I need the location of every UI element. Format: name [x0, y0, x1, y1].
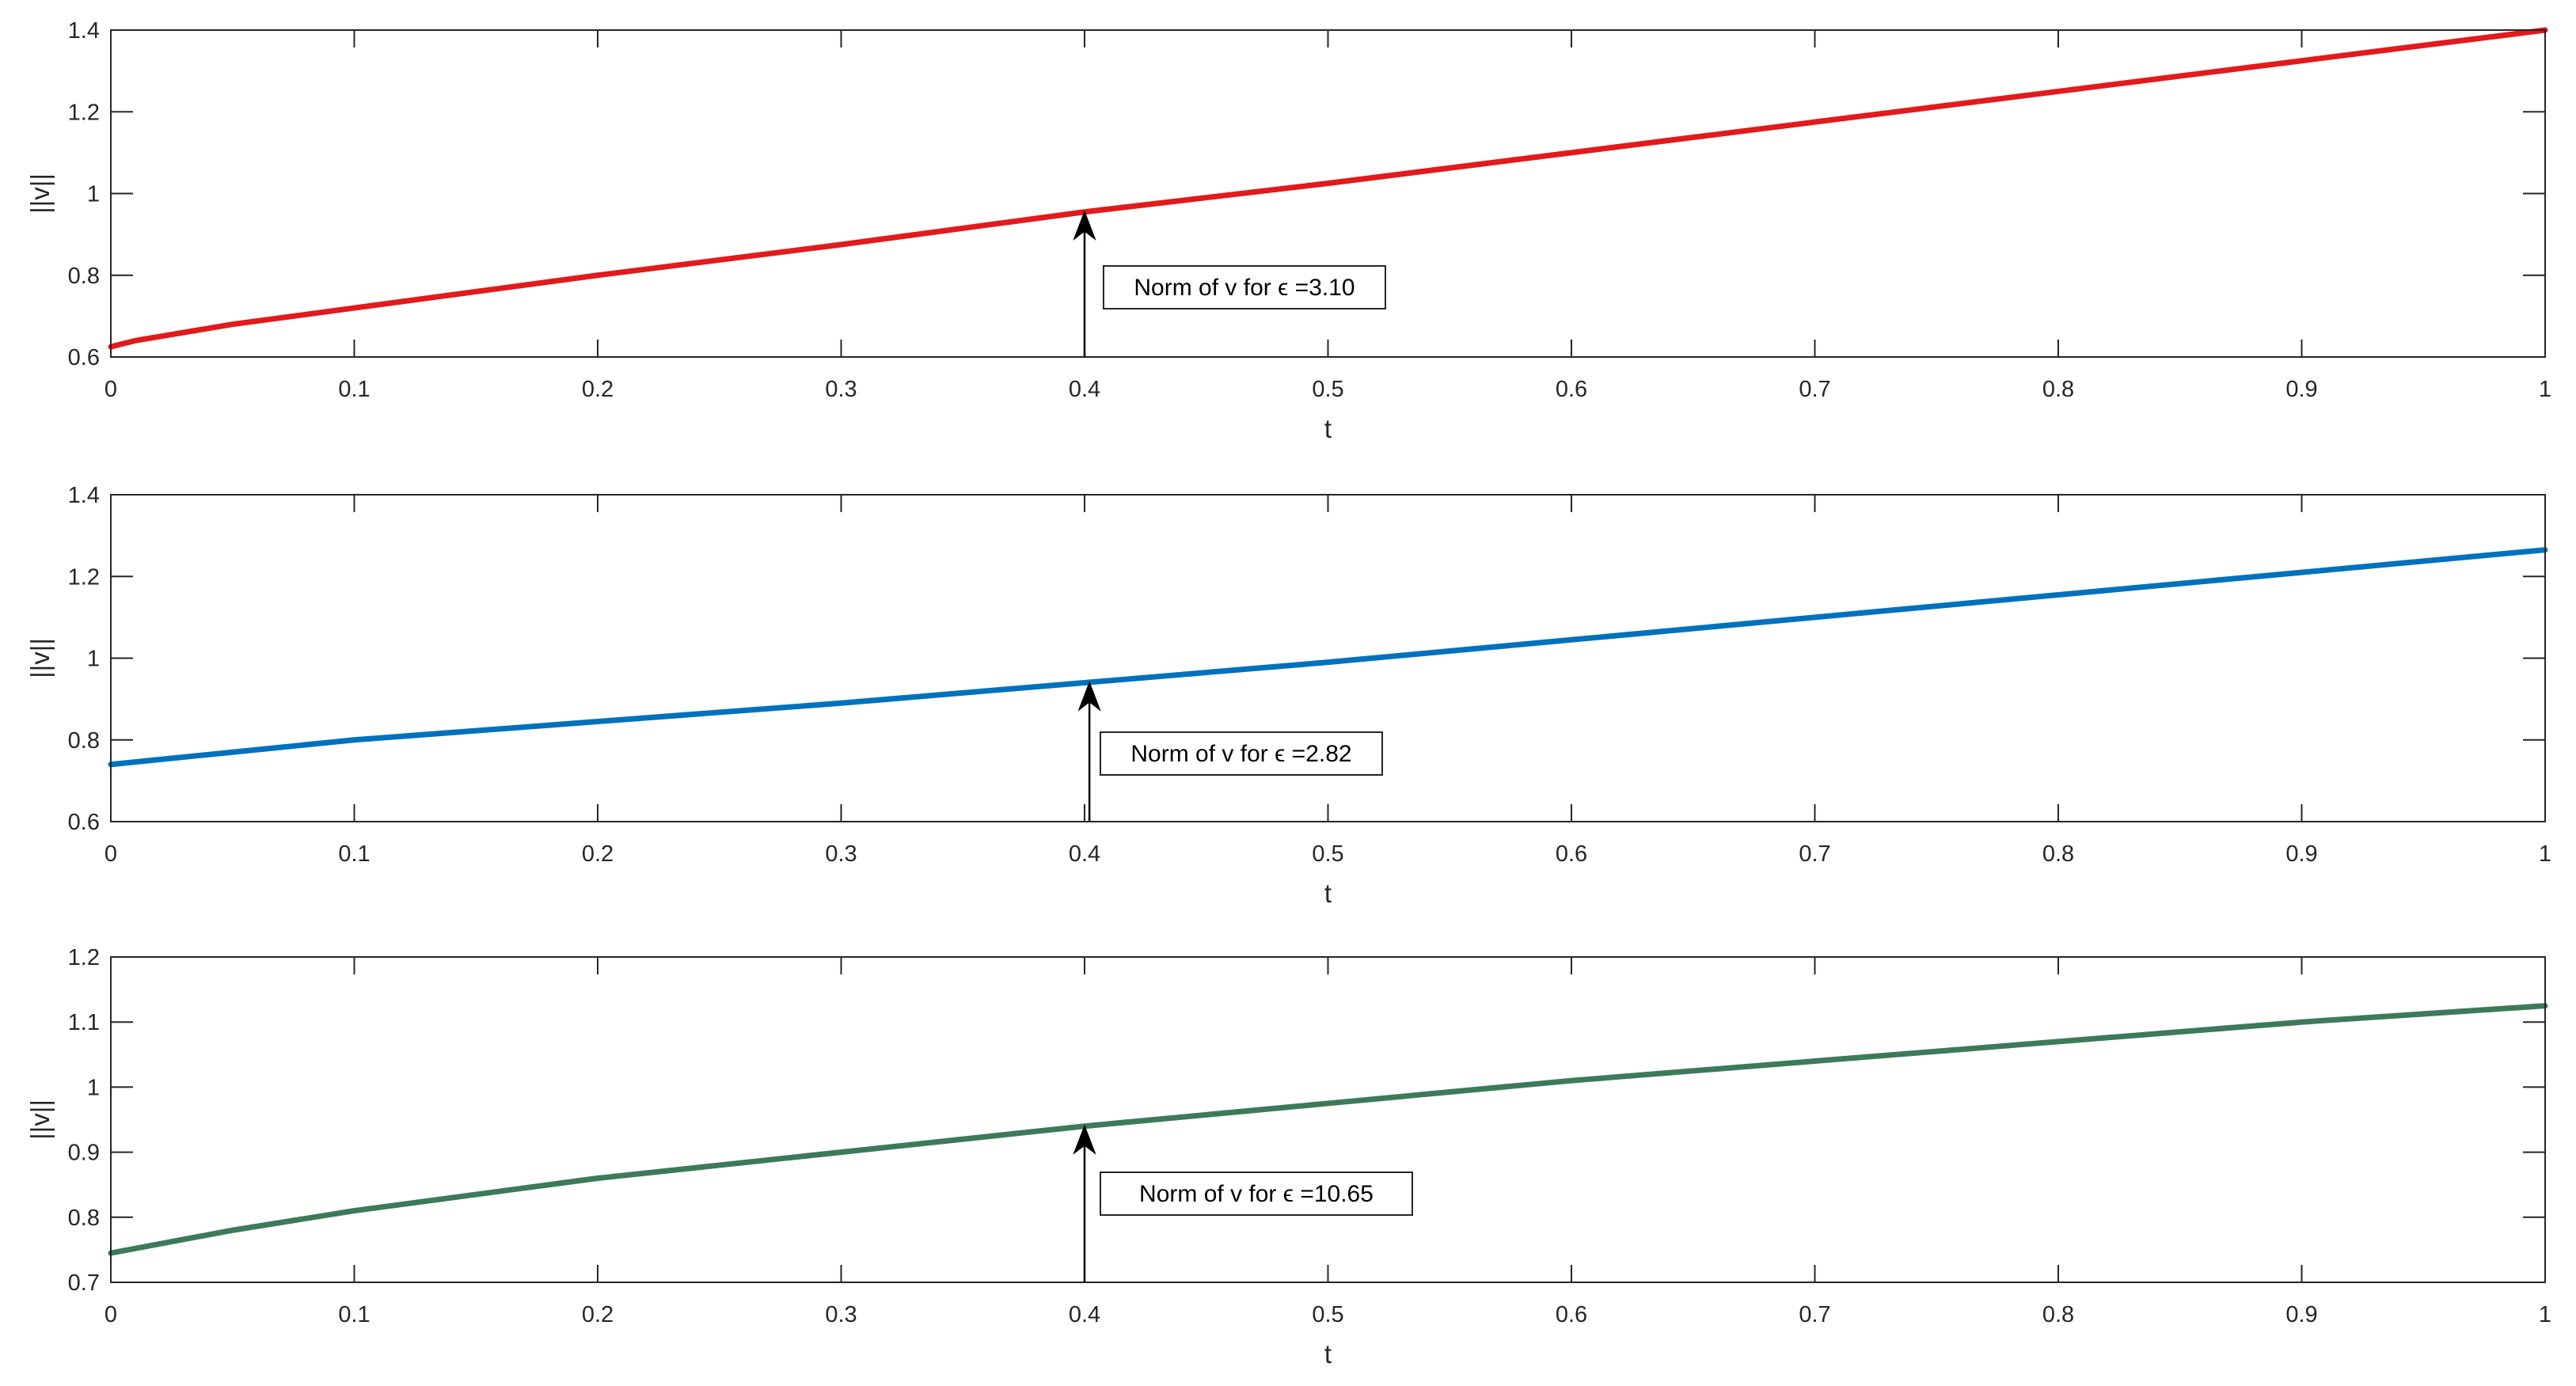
x-tick-label: 0.4 [1069, 841, 1100, 867]
annotation-box [1100, 1171, 1413, 1216]
y-tick-label: 0.9 [68, 1141, 100, 1166]
x-tick-label: 1 [2539, 841, 2551, 867]
x-tick-label: 0.1 [338, 1302, 370, 1327]
annotation-text: Norm of v for ϵ =3.10 [1134, 275, 1354, 301]
x-tick-label: 1 [2539, 1302, 2551, 1327]
y-tick-label: 0.8 [68, 1206, 100, 1231]
x-tick-label: 0.9 [2285, 377, 2317, 402]
x-tick-label: 0.9 [2285, 1302, 2317, 1327]
x-tick-label: 0.1 [338, 841, 370, 867]
annotation-arrow-head [1073, 210, 1096, 241]
x-tick-label: 0.3 [825, 841, 857, 867]
y-tick-label: 1 [87, 647, 100, 672]
x-tick-label: 0.8 [2042, 1302, 2074, 1327]
annotation-box [1100, 731, 1383, 776]
x-tick-label: 0.4 [1069, 1302, 1100, 1327]
y-tick-label: 0.8 [68, 728, 100, 754]
panel-3: 0 0.1 0.2 0.3 0.4 0.5 0.6 0.7 0.8 0.9 1 0.7 0.8 0.9 1 1… [25, 945, 2551, 1369]
y-tick-label: 1.2 [68, 100, 100, 125]
x-tick-label: 0.5 [1312, 841, 1343, 867]
y-tick-label: 0.8 [68, 264, 100, 289]
x-tick-label: 0.5 [1312, 1302, 1343, 1327]
y-tick-label: 1.2 [68, 564, 100, 590]
series-line [108, 1003, 2548, 1256]
x-tick-label: 0.7 [1799, 377, 1830, 402]
y-axis-label: ||v|| [25, 638, 55, 678]
x-tick-label: 0.5 [1312, 377, 1343, 402]
x-tick-label: 0.1 [338, 377, 370, 402]
x-tick-label: 0 [104, 841, 117, 867]
x-tick-label: 0 [104, 377, 117, 402]
x-tick-label: 0.7 [1799, 1302, 1830, 1327]
x-tick-label: 1 [2539, 377, 2551, 402]
x-tick-label: 0.6 [1556, 1302, 1587, 1327]
x-tick-label: 0.8 [2042, 377, 2074, 402]
x-tick-label: 0 [104, 1302, 117, 1327]
x-tick-label: 0.4 [1069, 377, 1100, 402]
x-axis-label: t [1324, 414, 1332, 443]
annotation-arrow-head [1077, 681, 1101, 712]
x-tick-label: 0.7 [1799, 841, 1830, 867]
annotation-text: Norm of v for ϵ =2.82 [1130, 741, 1351, 767]
y-tick-label: 1 [87, 182, 100, 207]
x-tick-label: 0.6 [1556, 841, 1587, 867]
x-tick-label: 0.9 [2285, 841, 2317, 867]
x-tick-label: 0.2 [582, 841, 614, 867]
y-tick-label: 0.6 [68, 810, 100, 835]
x-tick-label: 0.2 [582, 377, 614, 402]
y-tick-label: 1.4 [68, 483, 100, 508]
panel-2: 0 0.1 0.2 0.3 0.4 0.5 0.6 0.7 0.8 0.9 1 0.6 0.8 1 1.2 1… [25, 483, 2551, 908]
series-line [108, 27, 2548, 350]
annotation-text: Norm of v for ϵ =10.65 [1139, 1181, 1373, 1207]
y-tick-label: 0.7 [68, 1270, 100, 1296]
plot-area [111, 957, 2545, 1282]
annotation-box [1103, 265, 1386, 309]
x-axis-label: t [1324, 1339, 1332, 1369]
x-tick-label: 0.3 [825, 1302, 857, 1327]
y-tick-label: 0.6 [68, 345, 100, 370]
y-axis-label: ||v|| [25, 173, 55, 214]
panel-1: 0 0.1 0.2 0.3 0.4 0.5 0.6 0.7 0.8 0.9 1 0.6 0.8 1 1.2 1… [25, 18, 2551, 443]
y-axis-label: ||v|| [25, 1099, 55, 1140]
x-tick-label: 0.3 [825, 377, 857, 402]
x-axis-label: t [1324, 879, 1332, 908]
y-tick-label: 1.2 [68, 945, 100, 970]
y-tick-label: 1 [87, 1075, 100, 1100]
x-tick-label: 0.8 [2042, 841, 2074, 867]
x-tick-label: 0.2 [582, 1302, 614, 1327]
annotation-arrow-head [1073, 1124, 1096, 1155]
y-tick-label: 1.4 [68, 18, 100, 44]
series-line [108, 547, 2548, 768]
x-tick-label: 0.6 [1556, 377, 1587, 402]
y-tick-label: 1.1 [68, 1010, 100, 1035]
